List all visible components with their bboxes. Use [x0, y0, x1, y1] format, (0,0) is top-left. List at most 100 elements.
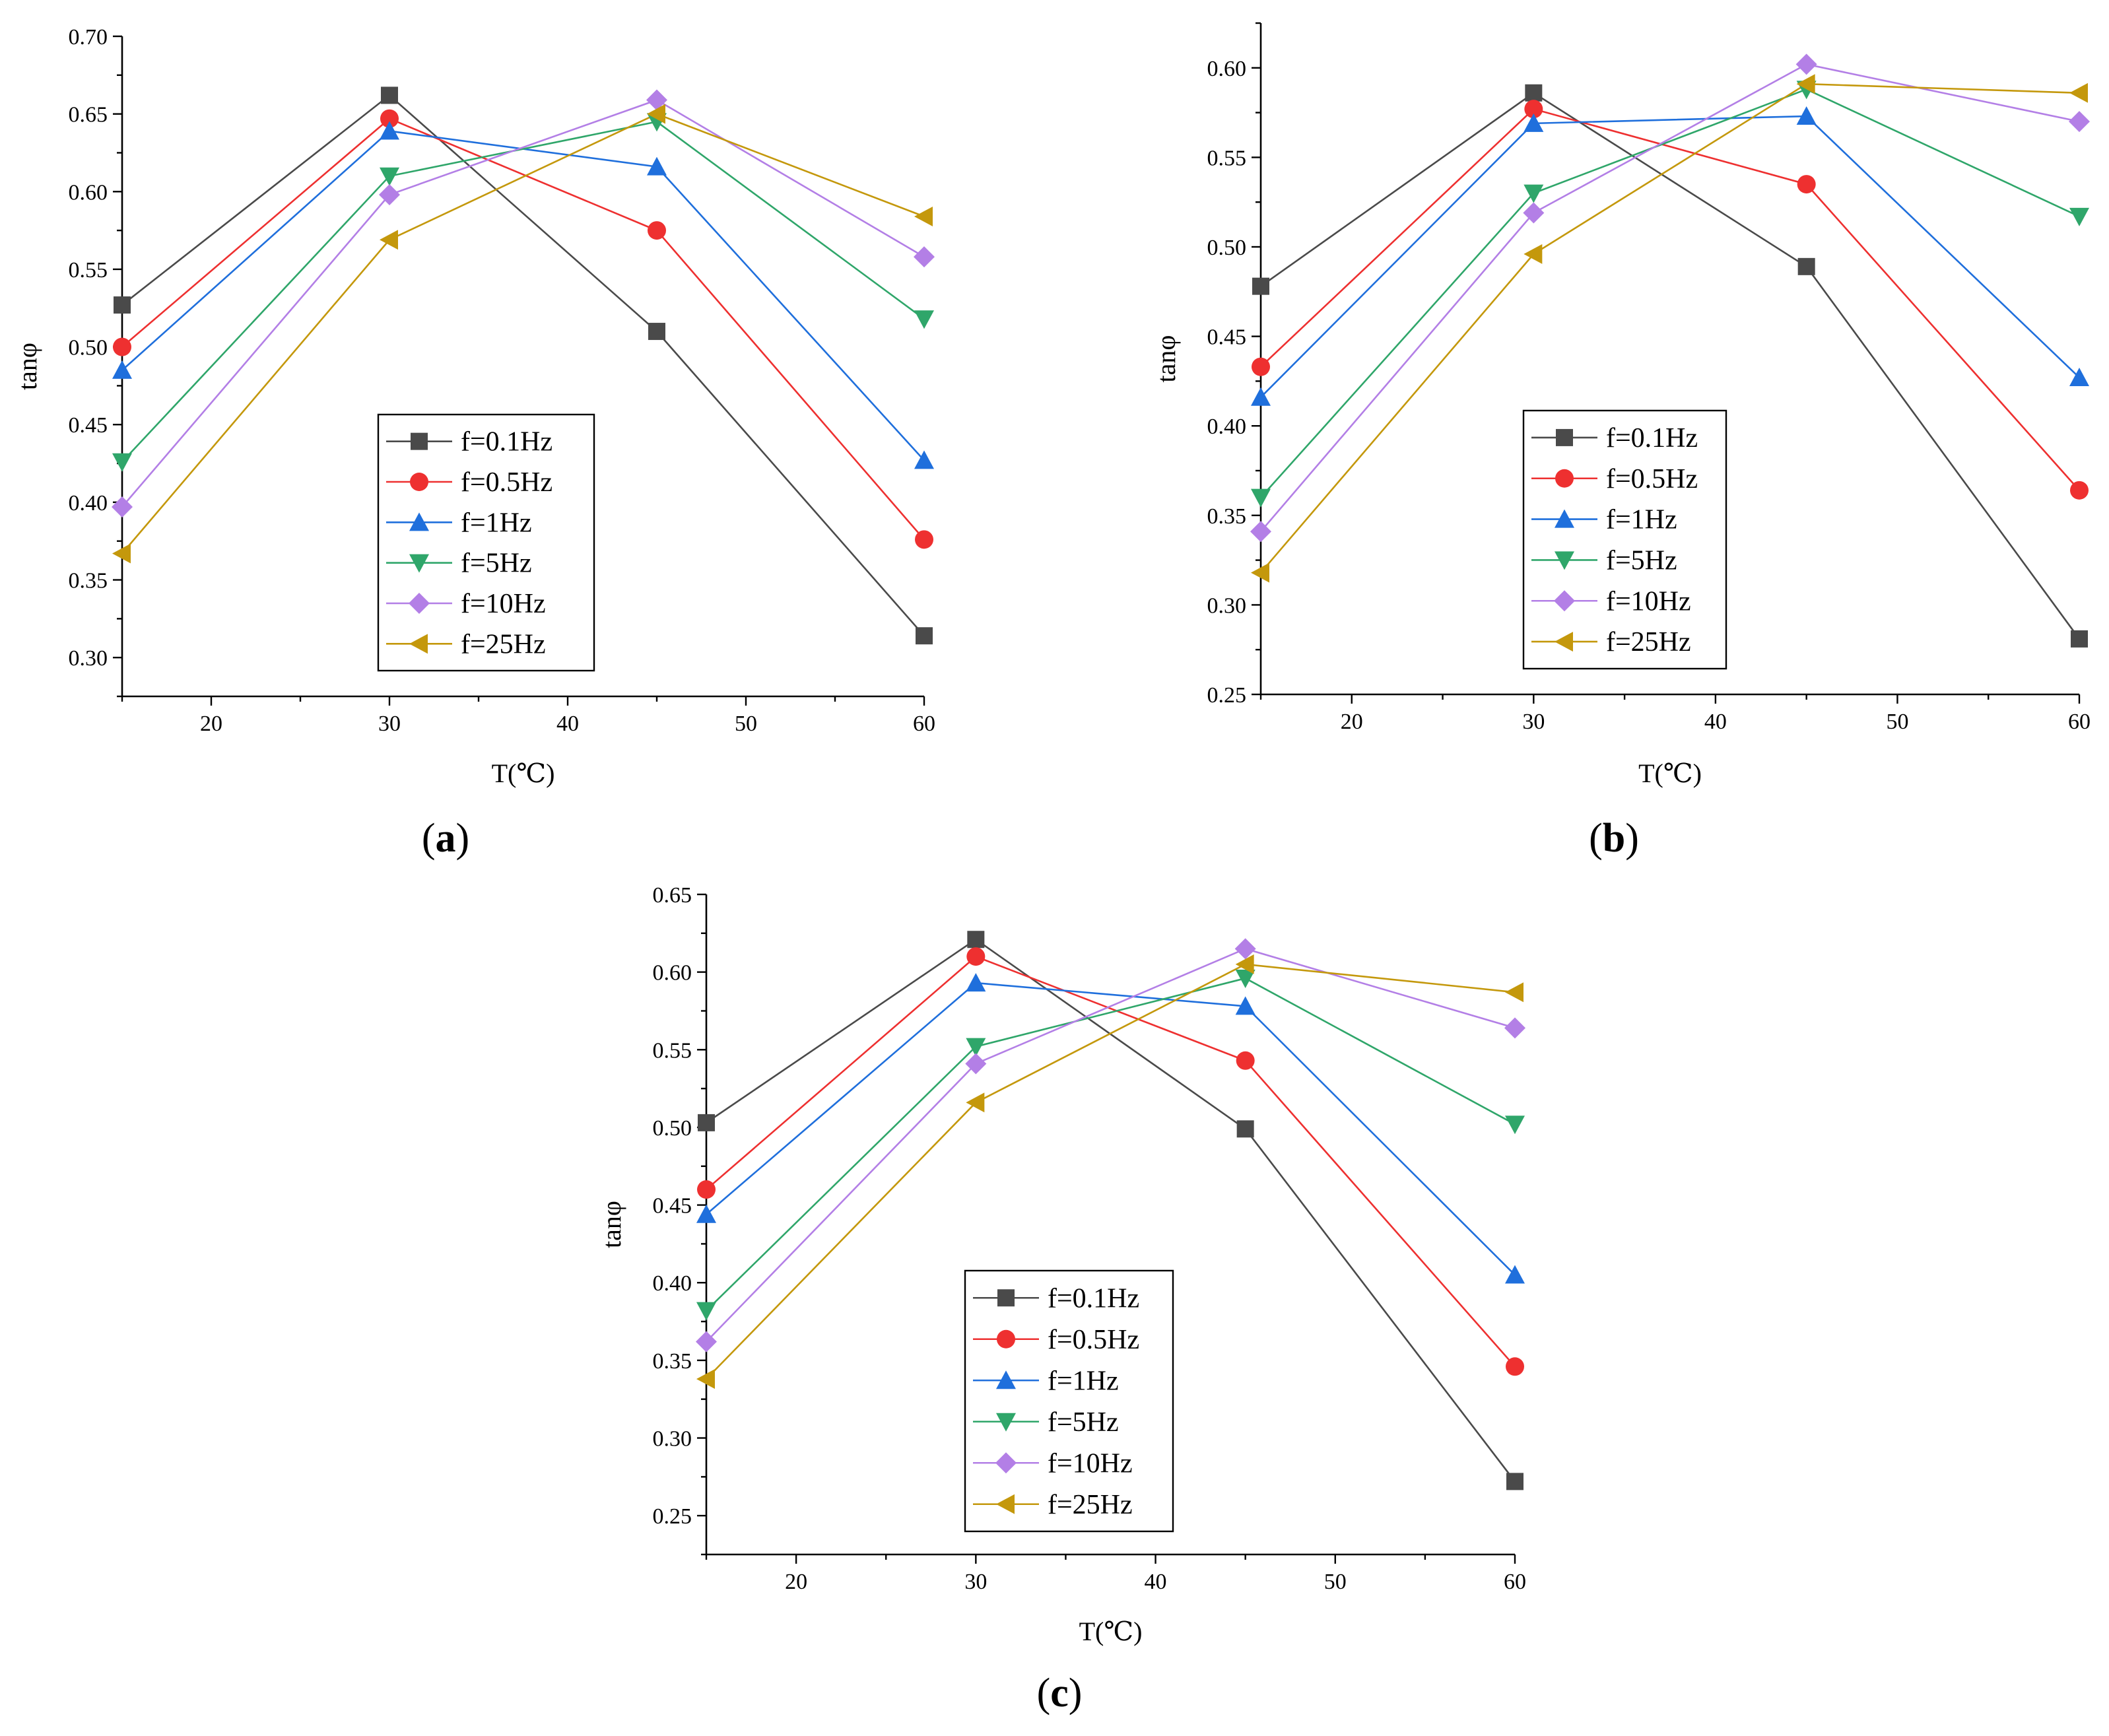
y-tick-label: 0.55 — [1207, 146, 1247, 170]
x-axis-title: T(℃) — [492, 758, 555, 788]
data-point — [914, 246, 935, 268]
data-point — [1795, 53, 1817, 75]
x-tick-label: 60 — [913, 712, 935, 736]
x-tick-label: 30 — [964, 1570, 987, 1594]
data-point — [1252, 357, 1270, 376]
x-tick-label: 40 — [1704, 710, 1727, 734]
data-point — [113, 337, 131, 356]
y-tick-label: 0.40 — [1207, 415, 1247, 439]
y-tick-label: 0.35 — [1207, 504, 1247, 529]
data-point — [1506, 1357, 1524, 1376]
data-point — [1236, 1051, 1255, 1070]
legend-marker — [997, 1289, 1015, 1307]
y-tick-label: 0.55 — [69, 258, 108, 283]
x-tick-label: 50 — [1324, 1570, 1347, 1594]
y-tick-label: 0.30 — [653, 1427, 692, 1452]
legend-marker — [411, 432, 428, 450]
data-point — [1505, 1116, 1525, 1135]
chart-panel-a: 0.30 0.35 0.40 0.45 0.50 0.55 0.60 0.65 0.70 20 30… — [13, 25, 935, 861]
legend-label: f=1Hz — [1048, 1366, 1119, 1396]
data-point — [2069, 367, 2089, 386]
data-point — [1523, 202, 1545, 224]
data-point — [112, 543, 131, 564]
data-point — [1523, 113, 1544, 132]
series-line — [121, 121, 925, 463]
y-tick-label: 0.25 — [1207, 683, 1247, 708]
y-tick-label: 0.25 — [653, 1504, 692, 1529]
data-point — [112, 496, 133, 517]
data-point — [915, 530, 933, 549]
panel-label: (b) — [1589, 816, 1639, 861]
data-point — [1506, 1473, 1523, 1490]
legend-marker — [410, 473, 428, 491]
legend-marker — [1554, 590, 1575, 612]
x-axis-title: T(℃) — [1079, 1617, 1143, 1646]
data-point — [1796, 106, 1817, 125]
series-line — [121, 113, 925, 554]
y-tick-label: 0.30 — [69, 646, 108, 671]
y-tick-label: 0.65 — [653, 883, 692, 908]
legend-marker — [409, 554, 429, 573]
series-line — [1260, 88, 2080, 498]
legend — [964, 1269, 1174, 1533]
data-point — [696, 1302, 716, 1321]
data-point — [965, 1053, 987, 1075]
legend-marker — [1555, 469, 1574, 488]
data-point — [1250, 521, 1271, 543]
y-axis-title: tanφ — [597, 1201, 626, 1248]
data-point — [1235, 970, 1255, 989]
x-axis-title: T(℃) — [1638, 758, 1702, 788]
data-point — [1251, 387, 1271, 406]
data-point — [1505, 982, 1523, 1003]
series-line — [706, 947, 1516, 1343]
x-tick-label: 30 — [1522, 710, 1545, 734]
y-tick-label: 0.70 — [69, 25, 108, 50]
legend-marker — [995, 1452, 1017, 1474]
data-point — [1524, 100, 1543, 119]
data-point — [1796, 74, 1815, 94]
legend-label: f=0.1Hz — [461, 427, 552, 457]
series-line — [1260, 83, 2080, 574]
legend-marker — [409, 634, 428, 654]
data-point — [646, 89, 667, 111]
y-tick-label: 0.40 — [69, 491, 108, 516]
legend-marker — [409, 512, 429, 531]
data-point — [914, 206, 933, 226]
series-line — [706, 977, 1516, 1312]
data-point — [112, 453, 132, 472]
data-point — [1797, 175, 1816, 194]
data-point — [1504, 1017, 1525, 1039]
series-line — [1260, 92, 2081, 640]
data-point — [647, 104, 665, 124]
legend-marker — [996, 1370, 1016, 1389]
data-point — [381, 86, 398, 104]
data-point — [379, 184, 400, 205]
y-axis-title: tanφ — [1151, 335, 1181, 383]
series-line — [1260, 115, 2080, 398]
series-line — [706, 982, 1516, 1276]
data-point — [380, 121, 399, 140]
series-line — [121, 99, 925, 508]
data-point — [966, 973, 986, 992]
data-point — [380, 230, 398, 250]
chart-panel-c: 0.25 0.30 0.35 0.40 0.45 0.50 0.55 0.60 0.65 20 30… — [597, 883, 1526, 1716]
legend-label: f=25Hz — [1606, 627, 1691, 657]
panel-label: (c) — [1037, 1671, 1083, 1716]
legend-label: f=1Hz — [1606, 505, 1677, 535]
legend-label: f=25Hz — [461, 629, 546, 659]
x-tick-label: 40 — [556, 712, 579, 736]
legend-label: f=0.5Hz — [461, 467, 552, 498]
legend-label: f=5Hz — [1606, 545, 1677, 576]
data-point — [967, 931, 985, 949]
x-tick-label: 30 — [378, 712, 401, 736]
data-point — [914, 450, 934, 469]
x-tick-label: 20 — [200, 712, 222, 736]
legend-marker — [996, 1494, 1015, 1514]
data-point — [2070, 481, 2089, 500]
data-point — [696, 1204, 716, 1223]
y-tick-label: 0.60 — [1207, 57, 1247, 81]
data-point — [698, 1114, 715, 1131]
series-line — [706, 963, 1516, 1380]
series-line — [121, 94, 925, 637]
